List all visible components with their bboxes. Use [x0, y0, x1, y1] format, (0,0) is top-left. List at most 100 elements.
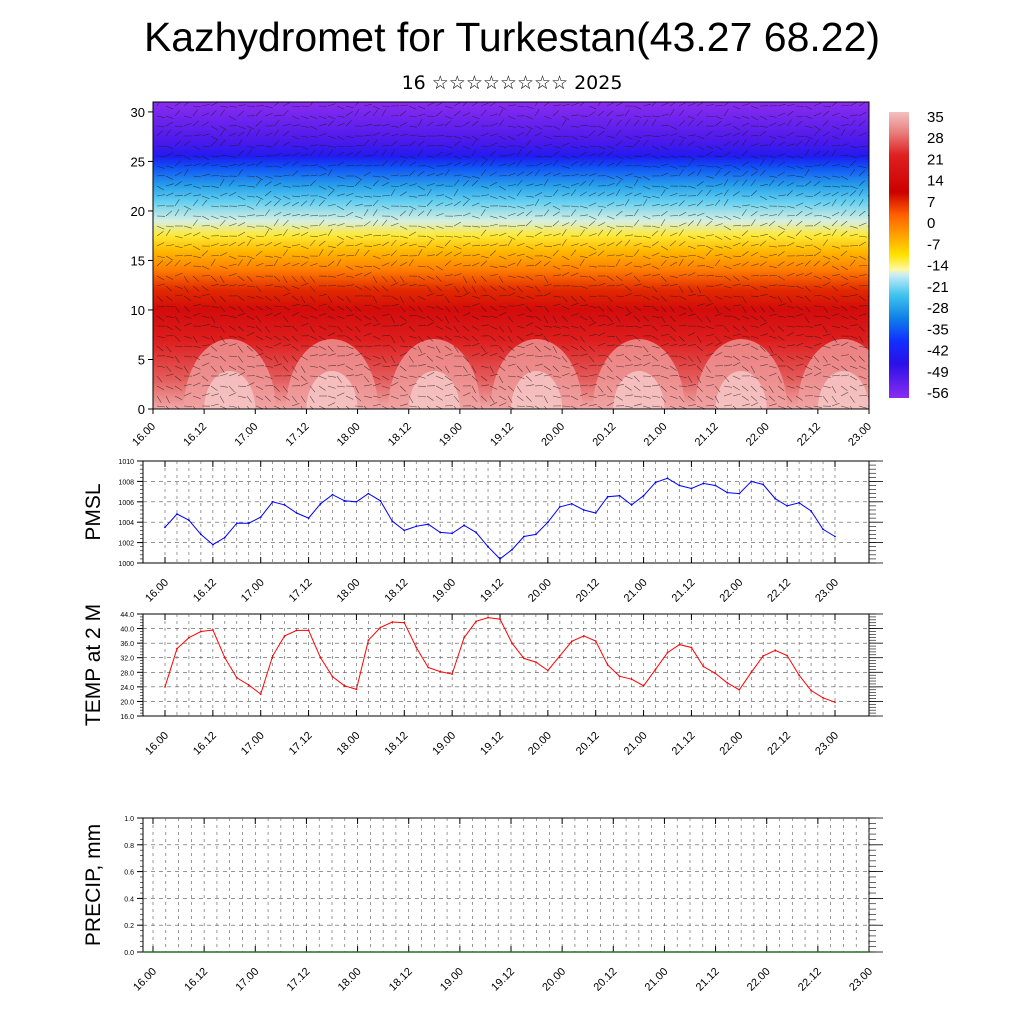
wind-barb: [552, 295, 561, 298]
wind-barb: [570, 325, 579, 329]
wind-barb: [489, 265, 498, 269]
wind-barb: [687, 363, 696, 367]
wind-barb: [246, 345, 254, 352]
wind-barb: [309, 354, 318, 357]
wind-barb: [543, 365, 551, 371]
wind-barb: [633, 119, 640, 127]
wind-barb: [840, 295, 850, 298]
wind-barb: [291, 335, 298, 342]
wind-barb: [480, 209, 486, 217]
data-point: [774, 497, 777, 500]
wind-barb: [462, 254, 471, 257]
colorbar-label: 14: [927, 173, 944, 190]
wind-barb: [210, 385, 218, 391]
wind-barb: [246, 395, 252, 403]
wind-barb: [642, 285, 651, 289]
wind-barb: [696, 212, 705, 217]
wind-barb: [723, 385, 732, 388]
wind-barb: [822, 120, 829, 127]
wind-barb: [183, 192, 192, 197]
wind-barb: [516, 395, 524, 402]
data-point: [247, 522, 250, 525]
wind-barb: [579, 225, 588, 229]
wind-barb: [660, 203, 669, 207]
wind-barb: [390, 364, 399, 367]
wind-barb: [435, 305, 444, 311]
wind-barb: [750, 385, 757, 392]
wind-barb: [219, 109, 226, 117]
wind-barb: [768, 335, 777, 339]
wind-barb: [327, 295, 333, 304]
wind-barb: [489, 234, 498, 237]
wind-barb: [498, 244, 507, 247]
wind-barb: [561, 264, 571, 267]
wind-barb: [534, 131, 543, 137]
wind-barb: [174, 125, 184, 128]
wind-barb: [471, 120, 479, 127]
wind-barb: [858, 188, 864, 197]
wind-barb: [759, 305, 766, 313]
wind-barb: [696, 355, 702, 364]
wind-barb: [786, 205, 795, 209]
wind-barb: [516, 145, 525, 149]
wind-barb: [462, 291, 471, 297]
wind-barb: [849, 405, 853, 409]
wind-barb: [858, 199, 864, 207]
wind-barb: [849, 245, 859, 247]
data-point: [499, 618, 501, 620]
data-point: [403, 621, 406, 624]
wind-barb: [579, 392, 588, 397]
wind-barb: [768, 214, 777, 217]
colorbar-label: -35: [927, 321, 949, 338]
wind-barb: [210, 125, 219, 131]
wind-barb: [696, 385, 703, 392]
wind-barb: [714, 295, 723, 300]
wind-barb: [444, 240, 451, 247]
wind-barb: [408, 125, 417, 128]
wind-barb: [318, 303, 327, 307]
wind-barb: [759, 285, 768, 289]
wind-barb: [786, 332, 795, 337]
wind-barb: [723, 132, 732, 137]
x-tick-label: 21.12: [694, 966, 722, 994]
wind-barb: [615, 354, 624, 357]
wind-barb: [633, 294, 642, 297]
wind-barb: [804, 135, 813, 140]
wind-barb: [444, 225, 453, 228]
wind-barb: [480, 395, 488, 402]
wind-barb: [633, 115, 642, 118]
wind-barb: [192, 405, 196, 409]
wind-barb: [399, 403, 408, 407]
wind-barb: [336, 405, 340, 409]
wind-barb: [192, 163, 201, 167]
wind-barb: [579, 243, 588, 247]
wind-barb: [849, 385, 857, 391]
data-point: [547, 669, 549, 672]
wind-barb: [471, 262, 480, 267]
wind-barb: [633, 305, 641, 311]
wind-barb: [246, 239, 252, 247]
wind-barb: [669, 240, 677, 247]
wind-barb: [444, 283, 453, 287]
wind-barb: [813, 180, 821, 187]
wind-barb: [435, 325, 444, 330]
wind-barb: [606, 229, 612, 237]
wind-barb: [831, 212, 840, 217]
wind-barb: [462, 200, 469, 207]
wind-barb: [246, 255, 255, 260]
wind-barb: [588, 220, 596, 227]
wind-barb: [372, 355, 381, 359]
wind-barb: [246, 365, 255, 368]
wind-barb: [417, 305, 423, 313]
wind-barb: [768, 295, 777, 299]
wind-barb: [804, 260, 811, 267]
wind-barb: [498, 135, 507, 140]
wind-barb: [183, 122, 192, 127]
temp-2m-panel: 16.020.024.028.032.036.040.044.016.00 16.…: [82, 604, 883, 758]
wind-barb: [615, 225, 625, 227]
wind-barb: [201, 293, 210, 297]
wind-barb: [660, 255, 669, 259]
wind-barb: [174, 194, 184, 197]
wind-barb: [813, 112, 822, 117]
